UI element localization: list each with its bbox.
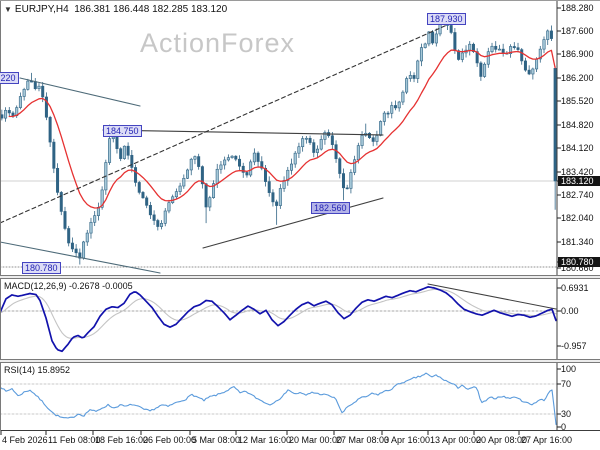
macd-axis-label: 0.6931 xyxy=(561,283,589,293)
date-axis-label: 27 Mar 08:00 xyxy=(336,435,390,445)
price-axis-label: 180.660 xyxy=(561,263,594,273)
panel-separator-macd[interactable] xyxy=(0,275,600,279)
price-highlight-label: 183.120 xyxy=(558,176,600,186)
date-axis-label: 27 Apr 16:00 xyxy=(521,435,573,445)
symbol-dropdown-icon[interactable]: ▼ xyxy=(4,5,12,14)
price-axis-label: 182.740 xyxy=(561,190,594,200)
date-axis-label: 4 Feb 2026 xyxy=(2,435,48,445)
price-level-label-187930[interactable]: 187.930 xyxy=(427,13,466,25)
price-axis-label: 188.280 xyxy=(561,3,594,13)
date-axis-label: 12 Mar 16:00 xyxy=(238,435,292,445)
price-level-label-182560[interactable]: 182.560 xyxy=(311,202,350,214)
price-axis-label: 186.900 xyxy=(561,49,594,59)
panel-separator-rsi[interactable] xyxy=(0,359,600,363)
chart-title: ▼ EURJPY,H4 186.381 186.448 182.285 183.1… xyxy=(4,4,227,15)
macd-axis-label: -0.957 xyxy=(561,341,587,351)
macd-indicator-label: MACD(12,26,9) -0.2678 -0.0005 xyxy=(4,281,133,291)
date-axis-label: 13 Apr 00:00 xyxy=(430,435,482,445)
date-axis-label: 26 Feb 00:00 xyxy=(143,435,197,445)
date-axis-label: 20 Apr 08:00 xyxy=(476,435,528,445)
symbol-period-label: EURJPY,H4 xyxy=(14,4,69,15)
date-axis-label: 5 Mar 08:00 xyxy=(192,435,241,445)
actionforex-watermark: ActionForex xyxy=(140,28,296,58)
date-axis-label: 3 Apr 16:00 xyxy=(384,435,431,445)
date-axis-label: 20 Mar 00:00 xyxy=(289,435,343,445)
date-axis-label: 18 Feb 16:00 xyxy=(95,435,149,445)
price-level-label-180780[interactable]: 180.780 xyxy=(22,262,61,274)
price-axis-label: 184.120 xyxy=(561,143,594,153)
macd-axis-label: 0.00 xyxy=(561,306,579,316)
rsi-axis-label: 0 xyxy=(561,422,567,432)
price-axis-label: 184.820 xyxy=(561,120,594,130)
price-axis-label: 181.340 xyxy=(561,237,594,247)
price-axis-label: 182.040 xyxy=(561,213,594,223)
rsi-axis-label: 70 xyxy=(561,379,572,389)
rsi-indicator-label: RSI(14) 15.8952 xyxy=(4,365,71,375)
date-axis-label: 11 Feb 08:00 xyxy=(48,435,101,445)
ohlc-values: 186.381 186.448 182.285 183.120 xyxy=(74,4,228,15)
price-axis-label: 187.600 xyxy=(561,26,594,36)
price-axis-label: 186.200 xyxy=(561,73,594,83)
rsi-axis-label: 30 xyxy=(561,409,572,419)
price-highlight-label: 180.780 xyxy=(558,257,600,267)
price-level-label-186220[interactable]: 186.220 xyxy=(0,72,19,84)
rsi-axis-label: 100 xyxy=(561,364,577,374)
price-level-label-184750[interactable]: 184.750 xyxy=(103,125,142,137)
price-axis-label: 185.520 xyxy=(561,96,594,106)
price-axis-label: 183.420 xyxy=(561,167,594,177)
